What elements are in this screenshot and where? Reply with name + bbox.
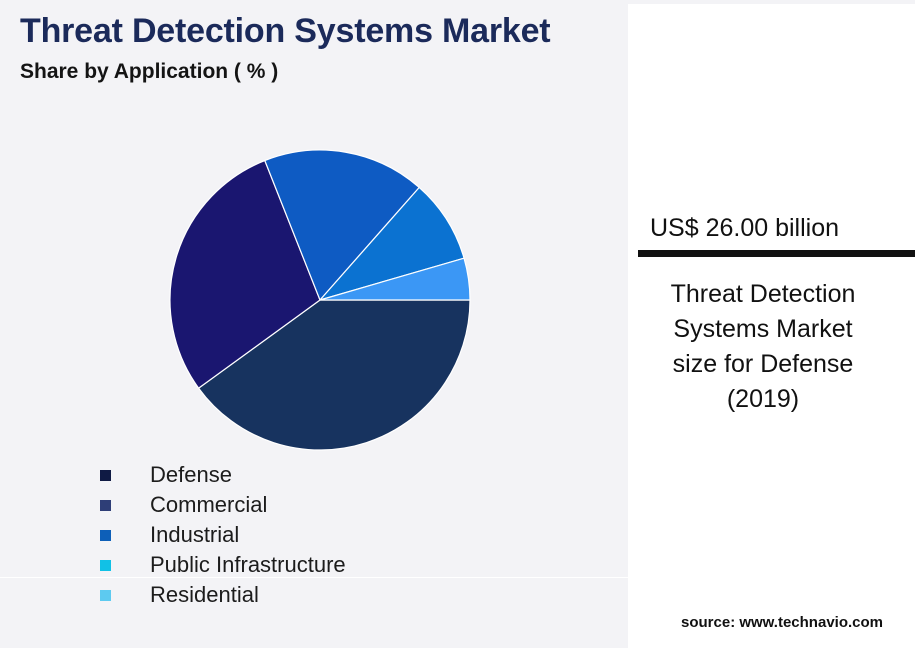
- pie-slice-industrial: [264, 149, 420, 301]
- market-size-panel: US$ 26.00 billion Threat Detection Syste…: [628, 4, 915, 648]
- legend-item: Commercial: [100, 490, 346, 520]
- chart-subtitle: Share by Application ( % ): [20, 60, 279, 83]
- legend-label: Residential: [150, 582, 259, 607]
- pie-slice-defense: [198, 299, 471, 451]
- pie-slice-residential: [319, 257, 471, 301]
- legend-swatch: [100, 469, 111, 481]
- legend-item: Defense: [100, 460, 346, 490]
- caption-line: Threat Detection: [670, 280, 856, 308]
- legend-label: Industrial: [150, 522, 240, 547]
- pie-chart-svg: [169, 149, 471, 451]
- market-size-caption: Threat Detection Systems Market size for…: [628, 277, 898, 417]
- pie-chart: [160, 140, 480, 460]
- chart-title: Threat Detection Systems Market: [20, 12, 551, 50]
- caption-line: Systems Market: [673, 315, 853, 343]
- legend-label: Commercial: [150, 492, 268, 517]
- source-credit: source: www.technavio.com: [681, 614, 883, 631]
- caption-line: size for Defense: [672, 350, 854, 378]
- stat-divider: [638, 250, 915, 257]
- legend-swatch: [100, 589, 111, 601]
- legend-swatch: [100, 499, 111, 511]
- bottom-divider: [0, 577, 628, 578]
- legend-label: Defense: [150, 462, 232, 487]
- legend-label: Public Infrastructure: [150, 552, 346, 577]
- legend-swatch: [100, 559, 111, 571]
- pie-slice-commercial: [169, 159, 321, 389]
- legend-item: Public Infrastructure: [100, 550, 346, 580]
- legend-swatch: [100, 529, 111, 541]
- caption-line: (2019): [726, 385, 800, 413]
- market-size-value: US$ 26.00 billion: [650, 214, 840, 242]
- chart-legend: Defense Commercial Industrial Public Infras…: [100, 460, 346, 610]
- legend-item: Industrial: [100, 520, 346, 550]
- legend-item: Residential: [100, 580, 346, 610]
- pie-slice-public-infrastructure: [319, 186, 465, 301]
